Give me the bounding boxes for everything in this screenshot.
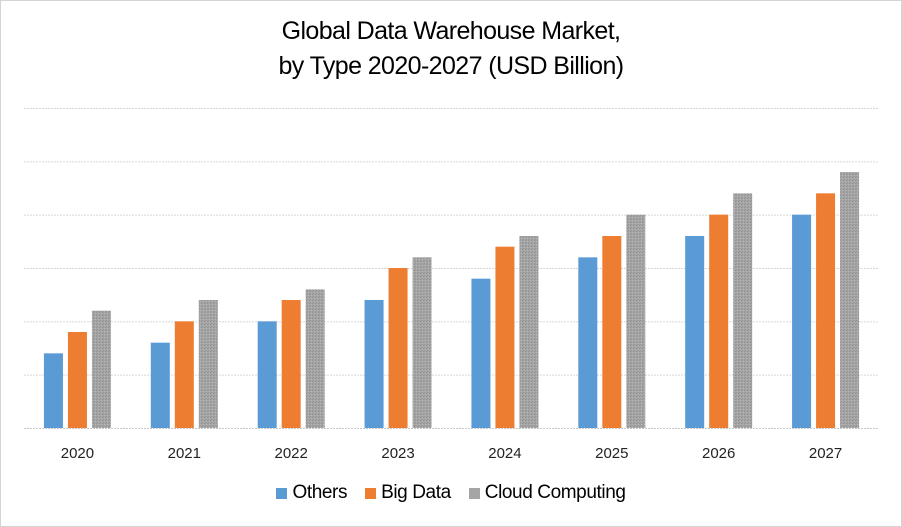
x-tick-label: 2021 — [168, 445, 201, 462]
x-tick-label: 2022 — [275, 445, 308, 462]
bar-others-2022 — [257, 321, 277, 428]
x-tick-label: 2026 — [702, 445, 735, 462]
bar-cloud-computing-2027 — [840, 172, 860, 428]
bar-cloud-computing-2023 — [412, 257, 432, 428]
x-tick-label: 2023 — [381, 445, 414, 462]
legend-swatch-others — [276, 487, 288, 499]
legend-item-cloud-computing: Cloud Computing — [468, 482, 626, 504]
bar-others-2024 — [471, 278, 491, 428]
x-tick-label: 2027 — [809, 445, 842, 462]
bar-others-2023 — [364, 300, 384, 428]
bar-others-2020 — [43, 353, 63, 428]
bar-big-data-2020 — [67, 332, 87, 428]
bars — [43, 172, 860, 428]
bar-others-2021 — [150, 342, 170, 428]
x-axis-ticks: 2020 2021 2022 2023 2024 2025 2026 2027 — [61, 445, 843, 462]
bar-others-2026 — [685, 236, 705, 428]
bar-big-data-2027 — [816, 193, 836, 428]
bar-others-2025 — [578, 257, 598, 428]
legend-swatch-cloud-computing — [468, 487, 480, 499]
legend-label-cloud-computing: Cloud Computing — [484, 482, 626, 503]
chart-title-line-1: Global Data Warehouse Market, — [281, 17, 621, 45]
legend: Others Big Data Cloud Computing — [0, 482, 902, 504]
bar-cloud-computing-2020 — [91, 310, 111, 428]
x-tick-label: 2025 — [595, 445, 628, 462]
bar-big-data-2021 — [174, 321, 194, 428]
bar-cloud-computing-2025 — [626, 214, 646, 428]
bar-big-data-2026 — [709, 214, 729, 428]
x-tick-label: 2020 — [61, 445, 94, 462]
bar-cloud-computing-2021 — [198, 300, 218, 428]
legend-label-others: Others — [292, 482, 348, 503]
bar-big-data-2023 — [388, 268, 408, 428]
bar-cloud-computing-2022 — [305, 289, 325, 428]
bar-others-2027 — [792, 214, 812, 428]
chart-title-line-2: by Type 2020-2027 (USD Billion) — [278, 52, 624, 80]
bar-big-data-2022 — [281, 300, 301, 428]
legend-label-big-data: Big Data — [381, 482, 451, 503]
legend-item-big-data: Big Data — [365, 482, 451, 504]
legend-item-others: Others — [276, 482, 347, 504]
legend-swatch-big-data — [365, 487, 377, 499]
bar-big-data-2024 — [495, 246, 515, 428]
x-tick-label: 2024 — [488, 445, 521, 462]
bar-cloud-computing-2024 — [519, 236, 539, 428]
bar-cloud-computing-2026 — [733, 193, 753, 428]
bar-big-data-2025 — [602, 236, 622, 428]
